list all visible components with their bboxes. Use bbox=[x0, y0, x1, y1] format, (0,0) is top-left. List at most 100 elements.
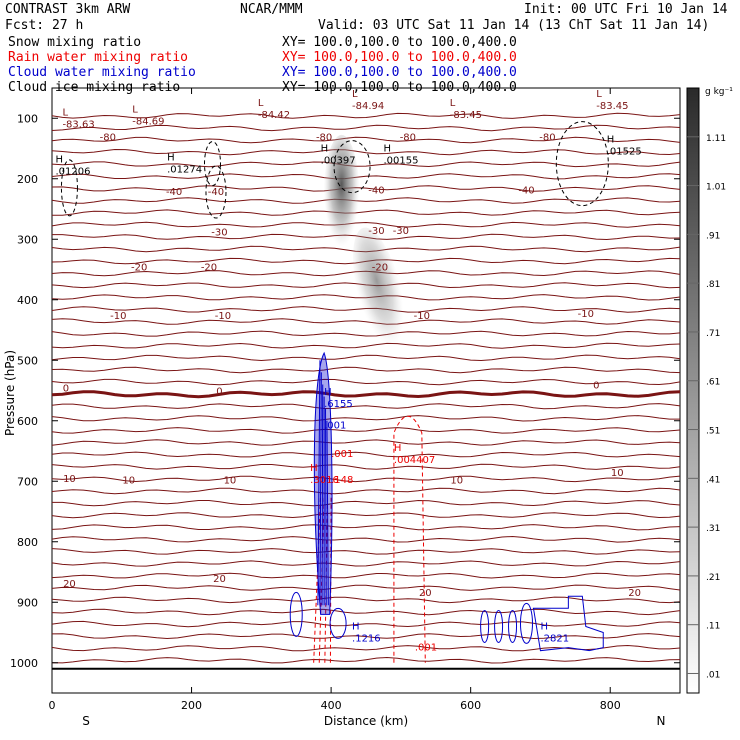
y-tick-label: 300 bbox=[17, 233, 38, 246]
temperature-label: -40 bbox=[518, 186, 534, 197]
field-xy-cloudwater: XY= 100.0,100.0 to 100.0,400.0 bbox=[282, 65, 517, 80]
cloud-ice-contour bbox=[555, 121, 609, 207]
colorbar-tick-label: .11 bbox=[706, 622, 720, 632]
extremum-marker: L bbox=[258, 98, 264, 109]
x-tick-label: 400 bbox=[321, 699, 342, 712]
colorbar-tick-label: .51 bbox=[706, 427, 720, 437]
extremum-marker: H bbox=[383, 144, 391, 155]
y-tick-label: 500 bbox=[17, 354, 38, 367]
temperature-contour bbox=[51, 124, 681, 132]
temperature-contour bbox=[51, 427, 681, 434]
temperature-label: 10 bbox=[63, 474, 76, 485]
extremum-value: .001 bbox=[331, 449, 353, 460]
cloud-water-contour bbox=[532, 595, 604, 652]
center-label: NCAR/MMM bbox=[240, 2, 303, 17]
temperature-contour bbox=[51, 366, 681, 374]
temperature-contour bbox=[51, 572, 681, 579]
temperature-label: -40 bbox=[368, 186, 384, 197]
field-xy-rain: XY= 100.0,100.0 to 100.0,400.0 bbox=[282, 50, 517, 65]
extremum-value: .6155 bbox=[324, 399, 353, 410]
temperature-contour bbox=[51, 475, 681, 483]
extremum-value: .00397 bbox=[321, 156, 356, 167]
model-title: CONTRAST 3km ARW bbox=[5, 2, 131, 17]
y-tick-label: 800 bbox=[17, 536, 38, 549]
temperature-contour bbox=[51, 463, 681, 470]
temperature-label: 10 bbox=[450, 475, 463, 486]
temperature-label: 20 bbox=[63, 579, 76, 590]
x-tick-label: 600 bbox=[460, 699, 481, 712]
y-tick-label: 900 bbox=[17, 596, 38, 609]
colorbar-unit: g kg⁻¹ bbox=[705, 87, 733, 97]
extremum-value: .00155 bbox=[383, 156, 418, 167]
temperature-label: -10 bbox=[414, 311, 430, 322]
rain-contour bbox=[313, 493, 322, 663]
colorbar-tick-label: .91 bbox=[706, 231, 720, 241]
temperature-label: -80 bbox=[539, 132, 555, 143]
temperature-contour bbox=[51, 560, 681, 567]
extremum-value: -83.45 bbox=[450, 110, 482, 121]
temperature-label: 10 bbox=[224, 475, 237, 486]
temperature-label: -80 bbox=[100, 132, 116, 143]
extremum-value: -83.45 bbox=[596, 101, 628, 112]
cloud-water-contour bbox=[329, 607, 347, 639]
field-name-cloudwater: Cloud water mixing ratio bbox=[8, 65, 196, 80]
temperature-label: -40 bbox=[166, 187, 182, 198]
colorbar-tick-label: 1.11 bbox=[706, 134, 726, 144]
extremum-value: .01274 bbox=[167, 165, 202, 176]
extremum-value: .001 bbox=[415, 643, 437, 654]
temperature-contour bbox=[51, 390, 681, 399]
temperature-label: -20 bbox=[372, 262, 388, 273]
colorbar-tick-label: .01 bbox=[706, 670, 720, 680]
x-end-label-north: N bbox=[657, 714, 666, 728]
temperature-contour bbox=[51, 535, 681, 543]
extremum-value: -84.94 bbox=[352, 101, 384, 112]
temperature-label: -20 bbox=[201, 262, 217, 273]
extremum-marker: L bbox=[450, 98, 456, 109]
x-axis-label: Distance (km) bbox=[324, 714, 408, 728]
temperature-contour bbox=[52, 499, 681, 507]
y-tick-label: 700 bbox=[17, 475, 38, 488]
y-tick-label: 100 bbox=[17, 112, 38, 125]
extremum-value: .148 bbox=[331, 475, 353, 486]
plot-frame bbox=[51, 87, 681, 694]
temperature-label: 0 bbox=[216, 387, 222, 398]
cloud-water-contour bbox=[289, 591, 303, 637]
extremum-value: .1216 bbox=[352, 634, 381, 645]
temperature-contour bbox=[52, 209, 681, 216]
init-time: Init: 00 UTC Fri 10 Jan 14 bbox=[524, 2, 728, 17]
temperature-label: -80 bbox=[316, 132, 332, 143]
temperature-contour bbox=[51, 656, 681, 664]
cloud-water-contour bbox=[480, 609, 490, 643]
cloud-water-contour bbox=[508, 609, 518, 643]
extremum-value: .004407 bbox=[394, 455, 435, 466]
y-tick-label: 200 bbox=[17, 173, 38, 186]
cloud-water-contour bbox=[317, 360, 321, 606]
extremum-marker: L bbox=[352, 89, 358, 100]
extremum-marker: H bbox=[394, 443, 402, 454]
extremum-value: .3016 bbox=[310, 475, 339, 486]
colorbar-tick-label: 1.01 bbox=[706, 183, 726, 193]
temperature-contour bbox=[51, 221, 681, 228]
temperature-label: -80 bbox=[400, 132, 416, 143]
snow-shading bbox=[353, 227, 407, 360]
colorbar-tick-label: .81 bbox=[706, 280, 720, 290]
extremum-marker: H bbox=[352, 622, 360, 633]
cloud-water-contour bbox=[326, 420, 329, 606]
temperature-contour bbox=[51, 512, 681, 519]
extremum-value: .01206 bbox=[55, 166, 90, 177]
temperature-contour bbox=[51, 633, 681, 640]
temperature-contour bbox=[51, 451, 681, 458]
extremum-marker: L bbox=[62, 107, 68, 118]
cloud-ice-contour bbox=[60, 159, 78, 217]
temperature-label: -40 bbox=[208, 187, 224, 198]
temperature-label: -30 bbox=[211, 227, 227, 238]
cloud-ice-contour bbox=[205, 165, 227, 219]
temperature-contour bbox=[51, 548, 681, 555]
extremum-marker: H bbox=[324, 387, 332, 398]
temperature-contour bbox=[51, 596, 681, 604]
colorbar-tick-label: .71 bbox=[706, 329, 720, 339]
temperature-contour bbox=[51, 415, 680, 422]
valid-time: Valid: 03 UTC Sat 11 Jan 14 (13 ChT Sat … bbox=[318, 18, 710, 33]
cloud-water-contour bbox=[494, 609, 504, 643]
temperature-contour bbox=[51, 584, 681, 591]
